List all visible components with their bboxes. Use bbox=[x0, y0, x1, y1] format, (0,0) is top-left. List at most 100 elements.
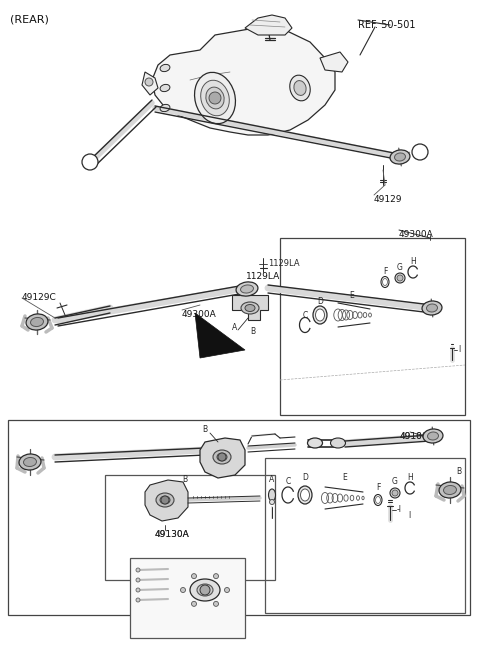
Ellipse shape bbox=[300, 489, 310, 501]
Ellipse shape bbox=[245, 305, 255, 311]
Polygon shape bbox=[232, 295, 268, 320]
Ellipse shape bbox=[217, 453, 227, 461]
Bar bbox=[8, 420, 470, 615]
Text: -I: -I bbox=[397, 505, 402, 514]
Polygon shape bbox=[200, 438, 245, 478]
Text: D: D bbox=[317, 298, 323, 307]
Text: 1129LA: 1129LA bbox=[268, 260, 300, 268]
Circle shape bbox=[218, 453, 226, 461]
Text: 49129C: 49129C bbox=[22, 293, 57, 302]
Circle shape bbox=[390, 488, 400, 498]
Circle shape bbox=[397, 275, 403, 281]
Text: H: H bbox=[407, 473, 413, 482]
Ellipse shape bbox=[241, 302, 259, 314]
Polygon shape bbox=[245, 15, 292, 35]
Ellipse shape bbox=[160, 64, 170, 72]
Circle shape bbox=[200, 585, 210, 595]
Ellipse shape bbox=[190, 579, 220, 601]
Bar bbox=[130, 558, 245, 638]
Text: F: F bbox=[383, 268, 387, 277]
Text: 49106: 49106 bbox=[400, 432, 429, 441]
Circle shape bbox=[82, 154, 98, 170]
Polygon shape bbox=[145, 480, 188, 521]
Text: C: C bbox=[302, 311, 308, 320]
Circle shape bbox=[214, 602, 218, 606]
Ellipse shape bbox=[290, 75, 310, 101]
Circle shape bbox=[145, 78, 153, 86]
Text: 49106: 49106 bbox=[400, 432, 429, 441]
Circle shape bbox=[192, 574, 196, 579]
Text: B: B bbox=[203, 426, 207, 434]
Ellipse shape bbox=[201, 80, 229, 116]
Text: 49130A: 49130A bbox=[155, 530, 190, 539]
Ellipse shape bbox=[156, 493, 174, 507]
Text: F: F bbox=[376, 484, 380, 493]
Ellipse shape bbox=[423, 429, 443, 443]
Text: B: B bbox=[456, 467, 461, 477]
Ellipse shape bbox=[428, 432, 439, 440]
Ellipse shape bbox=[197, 584, 213, 596]
Text: G: G bbox=[392, 477, 398, 486]
Ellipse shape bbox=[31, 318, 44, 327]
Ellipse shape bbox=[294, 81, 306, 96]
Circle shape bbox=[136, 598, 140, 602]
Circle shape bbox=[214, 574, 218, 579]
Circle shape bbox=[136, 588, 140, 592]
Ellipse shape bbox=[160, 496, 170, 504]
Ellipse shape bbox=[194, 72, 236, 124]
Text: REF. 50-501: REF. 50-501 bbox=[358, 20, 416, 30]
Ellipse shape bbox=[206, 87, 224, 109]
Ellipse shape bbox=[439, 482, 461, 498]
Ellipse shape bbox=[298, 486, 312, 504]
Text: A: A bbox=[269, 475, 275, 484]
Ellipse shape bbox=[444, 486, 456, 495]
Text: D: D bbox=[302, 473, 308, 482]
Ellipse shape bbox=[427, 304, 437, 312]
Circle shape bbox=[136, 578, 140, 582]
Ellipse shape bbox=[308, 438, 323, 448]
Text: A: A bbox=[418, 148, 422, 156]
Ellipse shape bbox=[236, 282, 258, 296]
Text: 49300A: 49300A bbox=[399, 230, 434, 239]
Circle shape bbox=[392, 490, 398, 496]
Ellipse shape bbox=[331, 438, 346, 448]
Ellipse shape bbox=[269, 499, 275, 505]
Circle shape bbox=[209, 92, 221, 104]
Circle shape bbox=[192, 602, 196, 606]
Bar bbox=[105, 475, 275, 580]
Text: C: C bbox=[286, 477, 290, 486]
Text: B: B bbox=[251, 327, 255, 337]
Ellipse shape bbox=[26, 314, 48, 330]
Text: 49130A: 49130A bbox=[155, 530, 190, 539]
Ellipse shape bbox=[313, 306, 327, 324]
Text: 49129: 49129 bbox=[374, 195, 403, 204]
Text: A: A bbox=[232, 324, 238, 333]
Text: H: H bbox=[410, 258, 416, 266]
Ellipse shape bbox=[24, 458, 36, 467]
Circle shape bbox=[395, 273, 405, 283]
Ellipse shape bbox=[160, 85, 170, 92]
Polygon shape bbox=[195, 313, 245, 358]
Ellipse shape bbox=[395, 153, 406, 161]
Ellipse shape bbox=[422, 301, 442, 315]
Ellipse shape bbox=[19, 454, 41, 470]
Circle shape bbox=[136, 568, 140, 572]
Circle shape bbox=[161, 496, 169, 504]
Ellipse shape bbox=[160, 104, 170, 111]
Circle shape bbox=[412, 144, 428, 160]
Circle shape bbox=[225, 587, 229, 592]
Text: E: E bbox=[349, 290, 354, 299]
Ellipse shape bbox=[315, 309, 324, 321]
Circle shape bbox=[180, 587, 185, 592]
Text: B: B bbox=[182, 475, 188, 484]
Ellipse shape bbox=[240, 285, 253, 293]
Ellipse shape bbox=[390, 150, 410, 164]
Polygon shape bbox=[142, 72, 158, 95]
Text: G: G bbox=[397, 264, 403, 273]
Polygon shape bbox=[152, 28, 335, 135]
Text: (REAR): (REAR) bbox=[10, 14, 49, 24]
Ellipse shape bbox=[268, 489, 276, 501]
Ellipse shape bbox=[213, 450, 231, 464]
Text: I: I bbox=[408, 512, 410, 521]
Text: I: I bbox=[458, 346, 460, 355]
